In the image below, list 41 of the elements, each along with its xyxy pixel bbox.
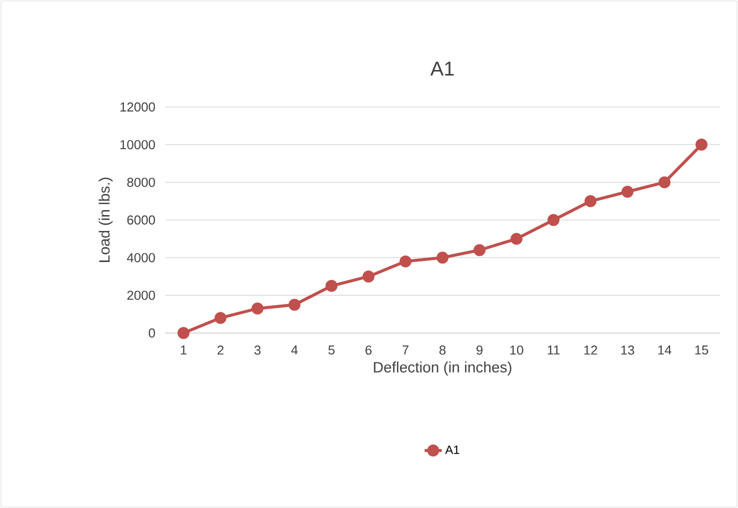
x-tick-label: 15: [695, 346, 708, 355]
x-tick-label: 5: [328, 346, 335, 355]
point: [622, 186, 634, 198]
x-tick-label: 1: [180, 346, 186, 354]
x-tick-label: 13: [621, 346, 634, 355]
point: [436, 252, 448, 264]
x-tick-label: 12: [584, 346, 598, 355]
x-tick-label: 3: [254, 346, 261, 355]
point: [178, 327, 190, 339]
point: [362, 270, 374, 282]
x-tick-label: 6: [366, 346, 372, 355]
point: [326, 280, 338, 292]
point: [584, 195, 596, 208]
point: [288, 298, 300, 311]
point: [658, 176, 670, 188]
y-tick-label: 4000: [126, 253, 155, 262]
y-tick-label: 12000: [120, 102, 155, 112]
y-tick-label: 6000: [127, 215, 155, 225]
x-tick-label: 2: [218, 346, 224, 355]
point: [474, 244, 486, 256]
x-tick-label: 9: [476, 346, 482, 355]
x-tick-label: 10: [510, 346, 524, 355]
y-tick-label: 2000: [127, 290, 155, 300]
y-tick-label: 10000: [120, 140, 155, 150]
point: [400, 255, 412, 268]
x-tick-label: 14: [658, 346, 672, 354]
x-tick-label: 7: [402, 346, 408, 354]
x-tick-label: 4: [291, 346, 298, 354]
legend-label: A1: [445, 446, 460, 454]
point: [548, 214, 560, 226]
point: [696, 138, 708, 151]
x-tick-label: 11: [548, 346, 560, 354]
point: [510, 232, 522, 245]
point: [252, 302, 264, 314]
y-tick-label: 0: [148, 328, 155, 338]
x-axis-title: Deflection (in inches): [374, 362, 512, 376]
y-tick-label: 8000: [127, 178, 155, 187]
chart-title: A1: [430, 62, 454, 76]
y-axis-title: Load (in lbs.): [98, 178, 113, 262]
x-tick-label: 8: [439, 346, 446, 355]
point: [214, 312, 226, 324]
